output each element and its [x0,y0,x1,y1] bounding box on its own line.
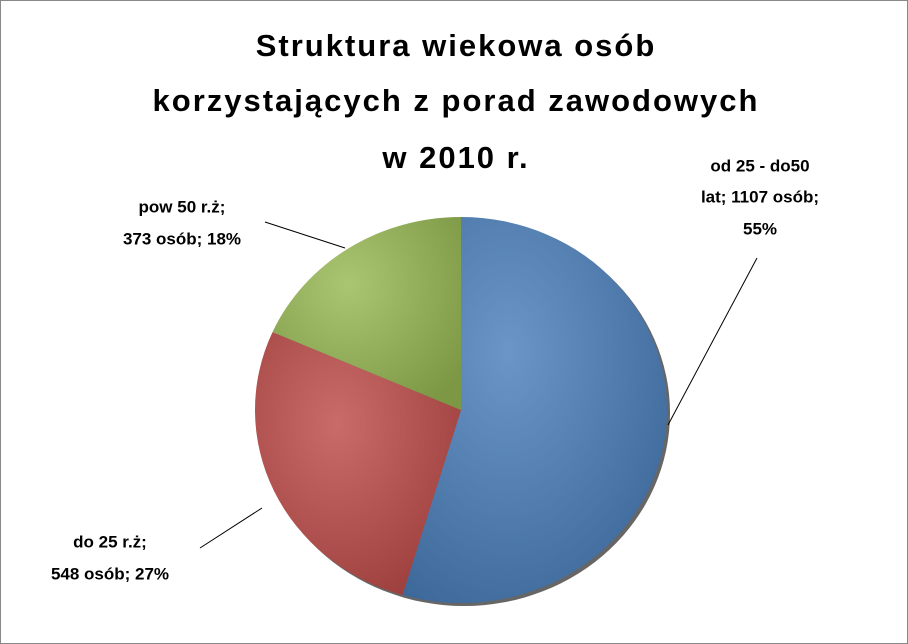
slice-shade [402,217,667,603]
slice-shade [254,332,461,596]
data-label: od 25 - do50 [710,156,809,175]
data-label: 373 osób; 18% [123,229,241,248]
leader-line [199,507,263,549]
data-label: lat; 1107 osób; [701,187,819,206]
data-label: pow 50 r.ż; [139,197,226,216]
slice-shade [272,217,461,410]
data-label: do 25 r.ż; [73,532,147,551]
data-label: 548 osób; 27% [51,564,169,583]
title-line: korzystających z porad zawodowych [153,83,760,118]
title-line: Struktura wiekowa osób [256,28,657,63]
data-label: 55% [743,219,777,238]
leader-line [264,221,346,249]
leader-line [667,257,758,426]
chart-title: Struktura wiekowa osób korzystających z p… [153,28,760,175]
title-line: w 2010 r. [381,140,529,175]
